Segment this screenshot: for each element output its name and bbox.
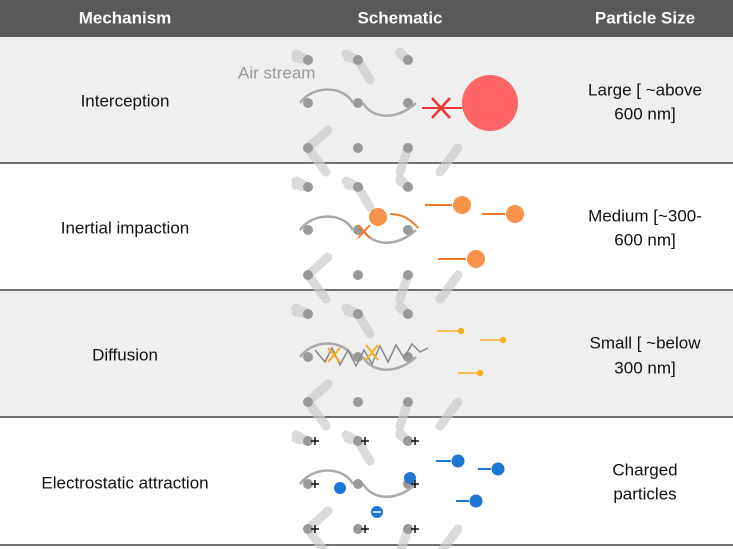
fibers bbox=[296, 433, 458, 549]
mechanism: Interception bbox=[81, 91, 170, 110]
fibers bbox=[296, 179, 458, 299]
charged-particles bbox=[334, 454, 505, 518]
charge-signs bbox=[311, 437, 419, 533]
diffusion-particles bbox=[314, 327, 507, 377]
header-cell: Particle Size bbox=[595, 8, 695, 27]
annotation: Air stream bbox=[238, 63, 315, 82]
mechanism: Diffusion bbox=[92, 345, 158, 364]
size: 300 nm] bbox=[614, 358, 675, 377]
row-dividers bbox=[0, 162, 733, 546]
interception-particle bbox=[422, 75, 518, 131]
size: 600 nm] bbox=[614, 104, 675, 123]
header-bg bbox=[0, 0, 733, 37]
size: 600 nm] bbox=[614, 230, 675, 249]
size: Small [ ~below bbox=[589, 333, 701, 352]
size: Medium [~300- bbox=[588, 206, 702, 225]
mechanism: Electrostatic attraction bbox=[41, 473, 208, 492]
impaction-particles bbox=[357, 196, 524, 268]
mechanism: Inertial impaction bbox=[61, 218, 190, 237]
row-bg bbox=[0, 37, 733, 163]
size: Charged bbox=[612, 460, 677, 479]
header-cell: Mechanism bbox=[79, 8, 172, 27]
header-cell: Schematic bbox=[357, 8, 442, 27]
size: particles bbox=[613, 484, 676, 503]
size: Large [ ~above bbox=[588, 80, 702, 99]
